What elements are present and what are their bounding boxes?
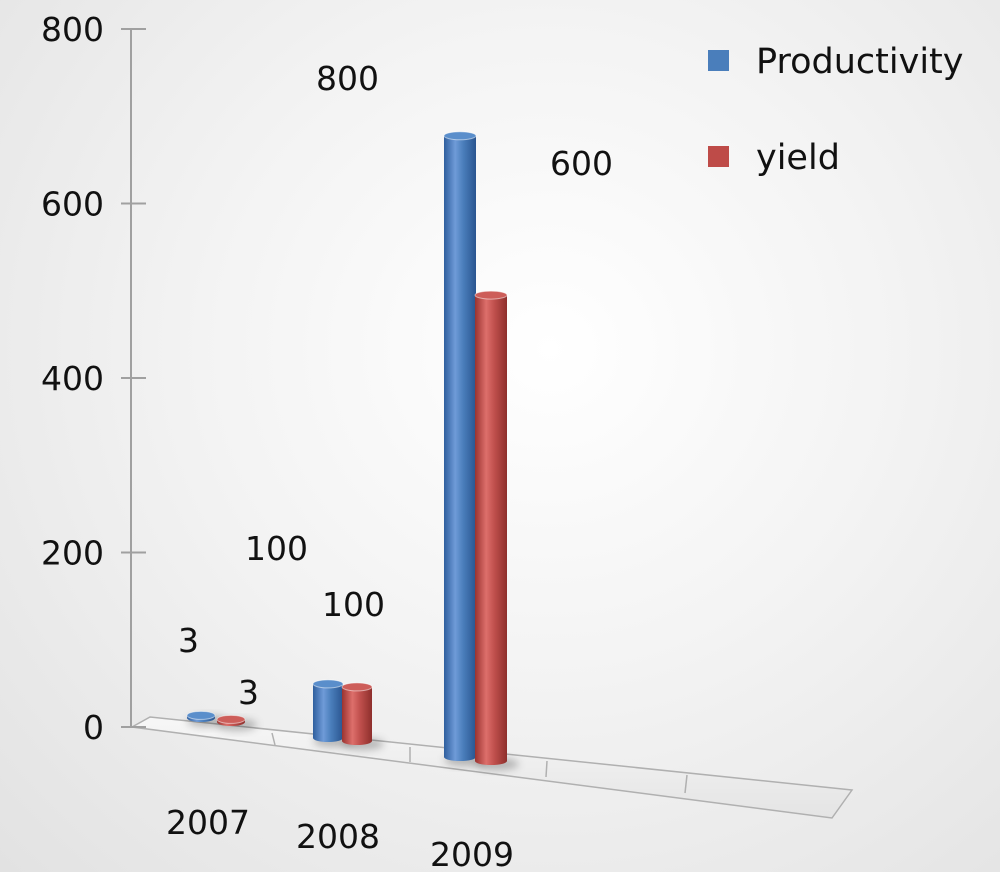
y-tick-label-800: 800 [41,10,104,49]
bar-yield-2007 [216,714,257,731]
category-label-2009: 2009 [430,835,514,872]
label-productivity-2009: 800 [316,59,379,98]
bars-group [186,131,519,770]
y-tick-label-0: 0 [83,708,104,747]
legend-label-yield: yield [756,138,840,178]
category-label-2008: 2008 [296,817,380,856]
label-yield-2008: 100 [322,585,385,624]
bar-yield-2008 [341,682,384,750]
legend: Productivity yield [708,42,964,178]
y-tick-label-200: 200 [41,534,104,573]
label-productivity-2007: 3 [178,621,199,660]
label-productivity-2008: 100 [245,529,308,568]
category-label-2007: 2007 [166,803,250,842]
y-tick-label-600: 600 [41,185,104,224]
bar-yield-2009 [474,290,519,770]
label-yield-2009: 600 [550,144,613,183]
bar-productivity-2007 [186,710,227,727]
x-axis-labels: 2007 2008 2009 [166,803,514,872]
legend-swatch-productivity [708,50,729,71]
data-labels: 3 3 100 100 800 600 [178,59,613,712]
label-yield-2007: 3 [238,673,259,712]
y-tick-label-400: 400 [41,359,104,398]
bar-productivity-2009 [443,131,488,766]
y-axis-ticks: 0 200 400 600 800 [41,10,146,747]
floor-tick-marks [271,732,688,794]
bar-productivity-2008 [312,679,355,747]
legend-label-productivity: Productivity [756,42,964,82]
legend-swatch-yield [708,146,729,167]
